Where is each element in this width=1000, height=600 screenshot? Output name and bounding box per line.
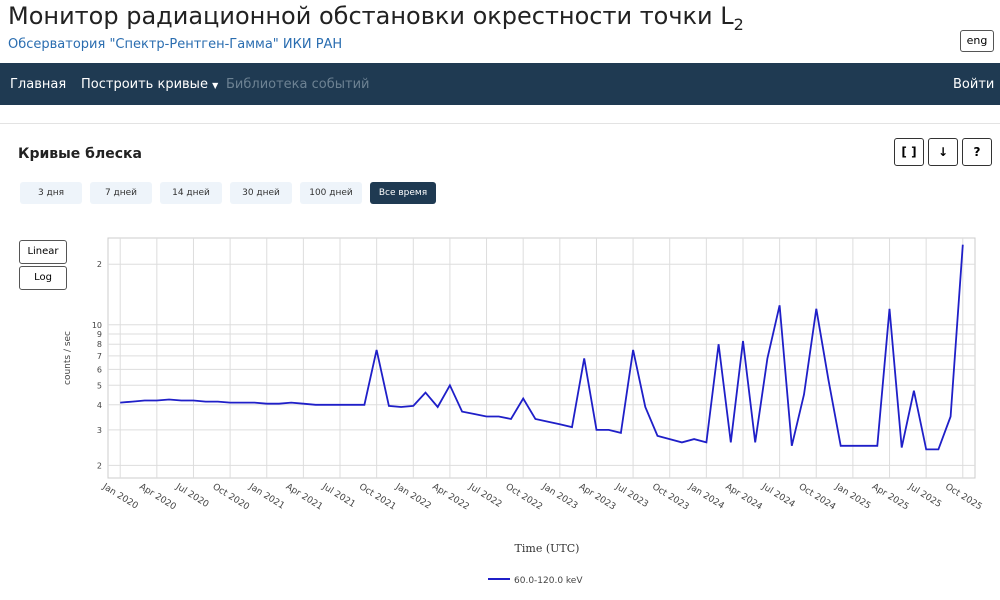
tool-button[interactable]: ↓ xyxy=(928,138,958,166)
y-tick-label: 9 xyxy=(97,330,102,339)
y-tick-label: 5 xyxy=(97,381,102,390)
y-tick-label: 6 xyxy=(97,365,102,374)
x-tick-label: Apr 2024 xyxy=(723,482,764,513)
nav-curves-text: Построить кривые xyxy=(81,77,208,92)
nav-library: Библиотека событий xyxy=(226,77,370,92)
x-tick-label: Oct 2022 xyxy=(504,482,544,512)
x-tick-label: Jul 2021 xyxy=(320,482,357,510)
x-tick-label: Oct 2020 xyxy=(211,482,252,513)
x-tick-label: Jan 2023 xyxy=(539,482,579,512)
x-tick-label: Apr 2023 xyxy=(577,482,617,512)
x-tick-label: Jan 2024 xyxy=(686,482,726,512)
range-button[interactable]: 100 дней xyxy=(300,182,362,204)
x-tick-label: Oct 2024 xyxy=(797,482,838,513)
x-tick-label: Jul 2025 xyxy=(906,482,943,510)
x-tick-label: Jan 2020 xyxy=(100,482,140,512)
x-tick-label: Jan 2025 xyxy=(832,482,872,512)
x-tick-label: Jan 2022 xyxy=(393,482,433,512)
x-tick-label: Oct 2021 xyxy=(357,482,397,512)
x-tick-label: Jul 2020 xyxy=(173,482,210,511)
range-button[interactable]: 3 дня xyxy=(20,182,82,204)
panel-title: Кривые блеска xyxy=(18,146,142,162)
x-tick-label: Apr 2021 xyxy=(284,482,324,512)
x-tick-label: Oct 2023 xyxy=(650,482,690,512)
y-tick-label: 7 xyxy=(97,352,102,361)
range-button[interactable]: 7 дней xyxy=(90,182,152,204)
lang-button[interactable]: eng xyxy=(960,30,994,52)
range-button[interactable]: 30 дней xyxy=(230,182,292,204)
y-tick-label: 2 xyxy=(97,461,102,470)
x-tick-label: Jul 2022 xyxy=(466,482,503,510)
x-tick-label: Apr 2022 xyxy=(430,482,470,512)
range-button[interactable]: Все время xyxy=(370,182,436,204)
plot-area xyxy=(107,237,976,479)
x-tick-label: Apr 2025 xyxy=(870,482,910,512)
legend-label: 60.0-120.0 keV xyxy=(514,576,583,586)
scale-button[interactable]: Linear xyxy=(19,240,67,264)
x-tick-label: Jan 2021 xyxy=(246,482,286,512)
x-axis-label: Time (UTC) xyxy=(515,542,580,555)
range-button[interactable]: 14 дней xyxy=(160,182,222,204)
caret: ▼ xyxy=(212,81,219,90)
y-tick-label: 3 xyxy=(97,426,102,435)
title-text: Монитор радиационной обстановки окрестно… xyxy=(8,2,734,30)
y-tick-label: 4 xyxy=(97,401,102,410)
x-tick-label: Jul 2023 xyxy=(613,482,650,510)
nav-home[interactable]: Главная xyxy=(10,77,67,92)
x-tick-label: Oct 2025 xyxy=(943,482,983,512)
navbar: Главная Построить кривые ▼ Библиотека со… xyxy=(0,63,1000,105)
tool-button[interactable]: [ ] xyxy=(894,138,924,166)
nav-curves[interactable]: Построить кривые ▼ xyxy=(81,77,218,92)
x-tick-label: Jul 2024 xyxy=(759,482,796,511)
tool-button[interactable]: ? xyxy=(962,138,992,166)
separator xyxy=(0,123,1000,124)
y-tick-label: 8 xyxy=(97,340,102,349)
y-tick-label: 10 xyxy=(92,321,102,330)
y-tick-label: 2 xyxy=(97,260,102,269)
scale-button[interactable]: Log xyxy=(19,266,67,290)
nav-login[interactable]: Войти xyxy=(953,77,995,92)
title-subscript: 2 xyxy=(733,14,744,34)
y-axis-label: counts / sec xyxy=(63,331,73,385)
x-tick-label: Apr 2020 xyxy=(137,482,178,513)
subtitle: Обсерватория "Спектр-Рентген-Гамма" ИКИ … xyxy=(8,37,343,52)
series-line xyxy=(120,244,964,451)
page-title: Монитор радиационной обстановки окрестно… xyxy=(8,2,744,34)
